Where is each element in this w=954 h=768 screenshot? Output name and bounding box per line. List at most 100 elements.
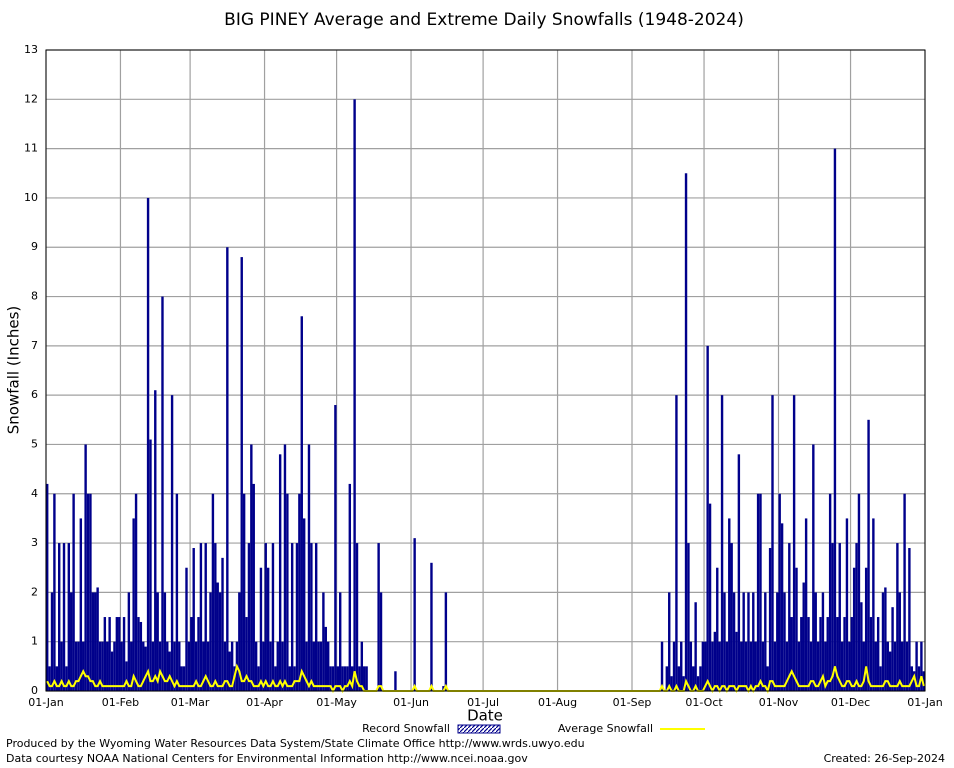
bar — [242, 493, 246, 691]
bar — [310, 543, 313, 691]
bar — [312, 641, 315, 691]
bar — [773, 641, 777, 691]
bar — [247, 543, 251, 691]
bar — [754, 641, 757, 691]
bar — [824, 641, 827, 691]
bar — [701, 641, 705, 691]
bar — [725, 641, 729, 691]
x-tick-label: 01-Jan — [28, 696, 64, 709]
plot-frame — [45, 49, 926, 692]
bar — [334, 405, 337, 691]
bar — [898, 592, 901, 691]
bar — [278, 454, 282, 691]
bar — [245, 617, 248, 691]
bar — [50, 592, 54, 691]
bar — [915, 641, 918, 691]
bar — [317, 641, 320, 691]
bar — [185, 567, 188, 691]
bar — [888, 651, 892, 691]
bar — [699, 666, 702, 691]
bar — [182, 666, 186, 691]
x-tick-label: 01-Jul — [467, 696, 499, 709]
bar — [113, 641, 116, 691]
bar — [735, 631, 738, 691]
bar — [288, 666, 291, 691]
bar — [94, 592, 97, 691]
bar — [346, 666, 349, 691]
bar — [115, 617, 119, 691]
bar — [809, 641, 813, 691]
bar — [821, 592, 825, 691]
bar — [252, 483, 255, 691]
bar — [812, 444, 815, 691]
bar — [857, 493, 861, 691]
bar — [704, 641, 707, 691]
bar — [96, 587, 99, 691]
bar — [218, 592, 222, 691]
bar — [134, 493, 138, 691]
bar — [665, 666, 669, 691]
bar — [711, 641, 714, 691]
bar — [816, 641, 820, 691]
bar — [872, 518, 875, 691]
bar — [716, 567, 719, 691]
bar — [828, 493, 832, 691]
bar — [912, 671, 916, 691]
bar — [74, 641, 78, 691]
bar — [694, 602, 697, 691]
bar — [151, 641, 155, 691]
bar — [103, 617, 107, 691]
bar — [761, 641, 765, 691]
bar — [879, 666, 882, 691]
bar — [766, 666, 769, 691]
y-tick-label: 13 — [24, 43, 38, 56]
bar — [687, 543, 690, 691]
bar — [874, 641, 877, 691]
bar — [747, 592, 750, 691]
bar — [149, 439, 152, 691]
bar — [221, 557, 224, 691]
x-tick-label: 01-Sep — [613, 696, 652, 709]
x-tick-label: 01-Jan — [907, 696, 943, 709]
bar — [254, 641, 258, 691]
bar — [351, 666, 354, 691]
bar — [238, 592, 241, 691]
footer-text: Produced by the Wyoming Water Resources … — [6, 737, 585, 750]
bar — [266, 567, 270, 691]
bar — [106, 641, 109, 691]
x-tick-label: 01-Jun — [393, 696, 429, 709]
x-tick-label: 01-Aug — [538, 696, 577, 709]
bar — [831, 543, 834, 691]
bar — [343, 666, 347, 691]
bar — [800, 617, 803, 691]
bar — [363, 666, 366, 691]
bar — [120, 641, 123, 691]
bar — [329, 666, 332, 691]
bar — [684, 173, 688, 691]
bar — [125, 661, 128, 691]
bar — [768, 548, 772, 691]
bar — [672, 641, 676, 691]
bar — [677, 666, 681, 691]
bar — [202, 641, 205, 691]
bar — [199, 543, 203, 691]
bar — [276, 641, 279, 691]
bar — [144, 646, 147, 691]
bar — [713, 631, 717, 691]
bar — [223, 641, 227, 691]
bar — [269, 641, 272, 691]
bar — [840, 641, 844, 691]
bar — [324, 626, 327, 691]
bar — [53, 493, 56, 691]
bar — [893, 641, 897, 691]
bar — [341, 666, 344, 691]
bar — [740, 641, 743, 691]
bar — [62, 543, 66, 691]
bar — [67, 543, 71, 691]
y-tick-label: 10 — [24, 191, 38, 204]
created-date: Created: 26-Sep-2024 — [824, 752, 945, 765]
y-tick-label: 3 — [31, 536, 38, 549]
bar — [302, 518, 306, 691]
bar — [206, 641, 210, 691]
bar — [891, 607, 894, 691]
